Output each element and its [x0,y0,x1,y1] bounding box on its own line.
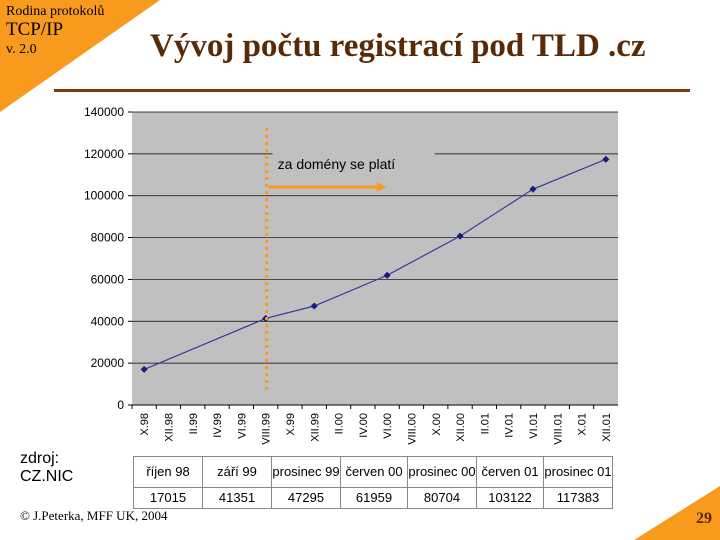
table-value-cell: 103122 [476,487,544,509]
table-value-cell: 41351 [202,487,272,509]
source-name: CZ.NIC [20,468,74,485]
title-divider [54,89,690,92]
x-tick-label: VI.99 [236,413,248,439]
brand-version: v. 2.0 [6,42,37,57]
x-tick-label: X.98 [139,413,151,436]
x-tick-label: VIII.00 [406,413,418,445]
table-value-cell: 117383 [543,487,613,509]
data-point [602,155,610,163]
data-point [140,365,148,373]
table-value-cell: 47295 [271,487,341,509]
data-point [456,232,464,240]
x-tick-label: VI.01 [528,413,540,439]
table-value-row: 17015 41351 47295 61959 80704 103122 117383 [133,487,613,509]
source-label: zdroj: [20,450,60,467]
y-tick-label: 20000 [91,356,125,370]
brand-line-2: TCP/IP [6,19,64,40]
data-point [383,271,391,279]
table-header-cell: prosinec 00 [407,456,477,488]
table-header-cell: červen 01 [476,456,544,488]
corner-decoration-bottom-right [634,486,720,540]
table-header-cell: prosinec 01 [543,456,613,488]
annotation-label: za domény se platí [278,156,396,172]
table-value-cell: 17015 [133,487,203,509]
page-number: 29 [696,510,712,527]
x-tick-label: VIII.01 [552,413,564,445]
y-tick-label: 140000 [84,105,124,119]
table-header-cell: červen 00 [340,456,408,488]
corner-decoration-top-left [0,0,160,112]
table-header-cell: září 99 [202,456,272,488]
x-tick-label: X.99 [285,413,297,436]
x-tick-label: XII.00 [455,413,467,442]
x-tick-label: VI.00 [382,413,394,439]
x-tick-label: IV.99 [212,413,224,438]
y-tick-label: 40000 [91,314,125,328]
x-tick-label: VIII.99 [261,413,273,445]
table-header-cell: říjen 98 [133,456,203,488]
y-tick-label: 60000 [91,272,125,286]
data-point [310,302,318,310]
y-tick-label: 80000 [91,231,125,245]
x-tick-label: XII.99 [309,413,321,442]
footer-copyright: © J.Peterka, MFF UK, 2004 [20,508,168,523]
x-tick-label: X.00 [431,413,443,436]
x-tick-label: II.99 [188,413,200,434]
y-tick-label: 100000 [84,189,124,203]
x-tick-label: II.00 [334,413,346,434]
x-tick-label: XII.98 [163,413,175,442]
data-table: říjen 98 září 99 prosinec 99 červen 00 prosi… [133,456,613,509]
brand-line-1: Rodina protokolů [6,4,105,19]
x-tick-label: X.01 [577,413,589,436]
table-header-row: říjen 98 září 99 prosinec 99 červen 00 prosi… [133,456,613,488]
y-tick-label: 120000 [84,147,124,161]
table-value-cell: 61959 [340,487,408,509]
x-tick-label: II.01 [479,413,491,434]
annotation-background [272,151,435,177]
y-tick-label: 0 [117,398,124,412]
table-header-cell: prosinec 99 [271,456,341,488]
x-tick-label: IV.00 [358,413,370,438]
table-value-cell: 80704 [407,487,477,509]
arrow-head [376,182,387,192]
slide-title: Vývoj počtu registrací pod TLD .cz [150,28,646,64]
x-tick-label: XII.01 [601,413,613,442]
data-point [529,185,537,193]
x-tick-label: IV.01 [504,413,516,438]
